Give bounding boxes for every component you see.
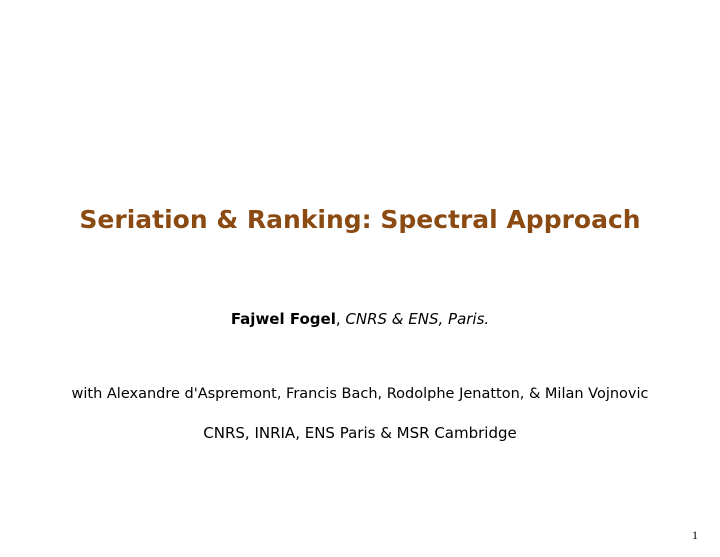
collaborators-line: with Alexandre d'Aspremont, Francis Bach… [0, 386, 720, 402]
author-separator: , [336, 310, 346, 328]
affiliations-line: CNRS, INRIA, ENS Paris & MSR Cambridge [0, 424, 720, 442]
author-line: Fajwel Fogel, CNRS & ENS, Paris. [0, 310, 720, 328]
page-number: 1 [692, 528, 698, 543]
author-affiliation: CNRS & ENS, Paris. [345, 310, 489, 328]
slide-title: Seriation & Ranking: Spectral Approach [0, 205, 720, 234]
slide: Seriation & Ranking: Spectral Approach F… [0, 0, 720, 557]
author-name: Fajwel Fogel [231, 310, 336, 328]
